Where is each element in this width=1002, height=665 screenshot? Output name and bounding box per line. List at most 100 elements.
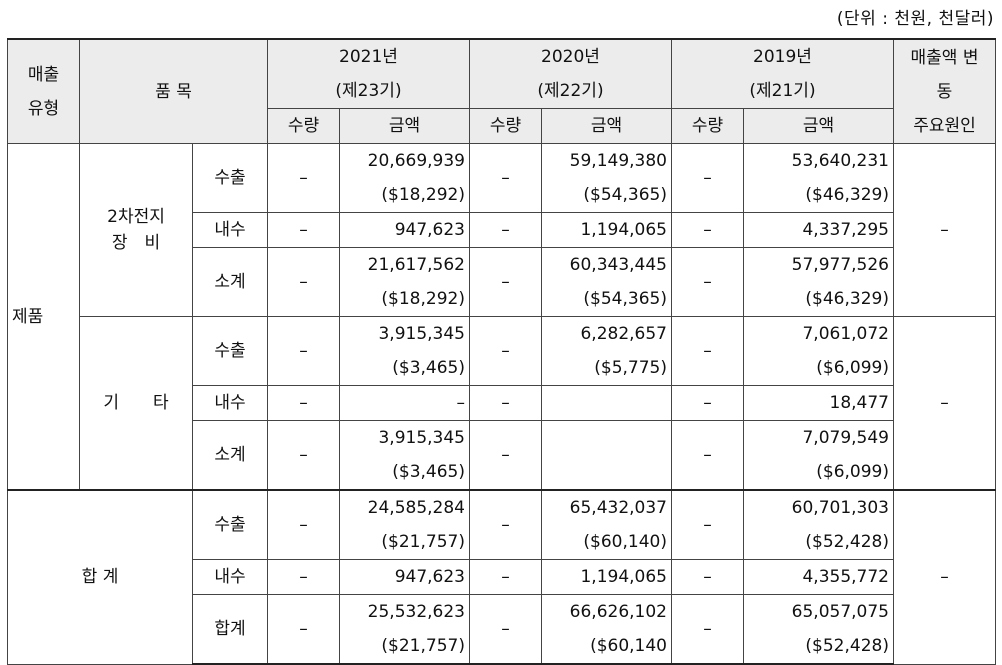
amount-cell: 7,061,072 ($6,099)	[743, 316, 894, 386]
sales-type-cell: 제품	[7, 143, 80, 491]
qty-cell: –	[469, 385, 542, 421]
amount-cell: 24,585,284 ($21,757)	[339, 489, 470, 560]
amount-text: 65,432,037	[569, 498, 667, 518]
year-header: 2019년 (제21기)	[671, 38, 894, 109]
year-header: 2020년 (제22기)	[469, 38, 672, 109]
amount-text: 4,337,295	[802, 220, 889, 240]
amount-text: ($52,428)	[805, 636, 889, 656]
amount-text: 21,617,562	[367, 255, 465, 275]
amount-cell: –	[339, 385, 470, 421]
qty-cell: –	[267, 143, 340, 213]
year-header: 2021년 (제23기)	[267, 38, 470, 109]
amount-cell: 60,343,445 ($54,365)	[541, 247, 672, 317]
header-text: 주요원인	[913, 115, 976, 136]
amount-text: 7,079,549	[802, 428, 889, 448]
header-text: 2021년	[339, 47, 398, 67]
qty-cell: –	[267, 594, 340, 665]
row-label: 소계	[192, 247, 268, 317]
reason-cell: –	[893, 143, 996, 317]
reason-cell: –	[893, 489, 996, 665]
qty-cell: –	[469, 420, 542, 491]
qty-cell: –	[469, 143, 542, 213]
amount-text	[546, 387, 667, 420]
amount-text: 59,149,380	[569, 151, 667, 171]
amount-cell: 66,626,102 ($60,140	[541, 594, 672, 665]
amount-cell	[541, 385, 672, 421]
amount-text: 20,669,939	[367, 151, 465, 171]
header-text: 매출	[27, 64, 60, 85]
row-label: 합계	[192, 594, 268, 665]
qty-cell: –	[671, 212, 744, 248]
amount-text: ($46,329)	[805, 289, 889, 309]
qty-header: 수량	[267, 108, 340, 144]
amount-cell: 21,617,562 ($18,292)	[339, 247, 470, 317]
amount-cell: 4,337,295	[743, 212, 894, 248]
amount-cell	[541, 420, 672, 491]
amount-text: ($3,465)	[392, 358, 465, 378]
amount-text: ($6,099)	[816, 358, 889, 378]
amount-text: ($52,428)	[805, 532, 889, 552]
row-label: 수출	[192, 316, 268, 386]
amount-cell: 947,623	[339, 212, 470, 248]
qty-cell: –	[267, 420, 340, 491]
amount-text: ($18,292)	[381, 289, 465, 309]
qty-cell: –	[469, 559, 542, 595]
amount-header: 금액	[743, 108, 894, 144]
item-cell: 2차전지 장 비	[79, 143, 193, 317]
amount-text: 3,915,345	[378, 324, 465, 344]
amount-text: 60,343,445	[569, 255, 667, 275]
amount-text: 947,623	[394, 220, 465, 240]
qty-cell: –	[469, 212, 542, 248]
amount-header: 금액	[541, 108, 672, 144]
amount-text: 4,355,772	[802, 567, 889, 587]
amount-text: ($46,329)	[805, 185, 889, 205]
header-text: 매출액 변	[910, 47, 979, 68]
amount-text: ($21,757)	[381, 636, 465, 656]
qty-cell: –	[671, 247, 744, 317]
amount-text: ($54,365)	[583, 185, 667, 205]
row-label: 소계	[192, 420, 268, 491]
item-header: 품 목	[79, 38, 268, 144]
sales-table: 매출 유형 품 목 2021년 (제23기) 2020년 (제22기) 2019년 (제21기)…	[7, 38, 996, 665]
amount-text: 6,282,657	[580, 324, 667, 344]
qty-cell: –	[671, 420, 744, 491]
amount-cell: 1,194,065	[541, 559, 672, 595]
qty-cell: –	[469, 594, 542, 665]
qty-cell: –	[469, 247, 542, 317]
header-text: 유형	[27, 98, 60, 119]
amount-text: 53,640,231	[791, 151, 889, 171]
row-label: 내수	[192, 212, 268, 248]
qty-cell: –	[267, 316, 340, 386]
amount-text: ($60,140	[590, 636, 667, 656]
qty-cell: –	[267, 212, 340, 248]
amount-cell: 53,640,231 ($46,329)	[743, 143, 894, 213]
unit-note: (단위 : 천원, 천달러)	[836, 9, 994, 29]
qty-cell: –	[267, 559, 340, 595]
amount-cell: 57,977,526 ($46,329)	[743, 247, 894, 317]
header-text: (제22기)	[537, 81, 604, 101]
amount-cell: 18,477	[743, 385, 894, 421]
item-text: 2차전지	[107, 207, 165, 227]
amount-text: ($54,365)	[583, 289, 667, 309]
amount-cell: 65,432,037 ($60,140)	[541, 489, 672, 560]
amount-text: ($60,140)	[583, 532, 667, 552]
amount-text	[546, 421, 667, 455]
header-text: (제21기)	[749, 81, 816, 101]
amount-cell: 6,282,657 ($5,775)	[541, 316, 672, 386]
header-text: 동	[936, 81, 953, 102]
qty-cell: –	[267, 489, 340, 560]
qty-cell: –	[671, 316, 744, 386]
row-label: 수출	[192, 489, 268, 560]
amount-text: 60,701,303	[791, 498, 889, 518]
amount-cell: 25,532,623 ($21,757)	[339, 594, 470, 665]
amount-text: ($18,292)	[381, 185, 465, 205]
amount-text: 25,532,623	[367, 602, 465, 622]
amount-cell: 7,079,549 ($6,099)	[743, 420, 894, 491]
qty-cell: –	[267, 247, 340, 317]
row-label: 내수	[192, 385, 268, 421]
amount-cell: 1,194,065	[541, 212, 672, 248]
amount-text: 65,057,075	[791, 602, 889, 622]
row-label: 수출	[192, 143, 268, 213]
